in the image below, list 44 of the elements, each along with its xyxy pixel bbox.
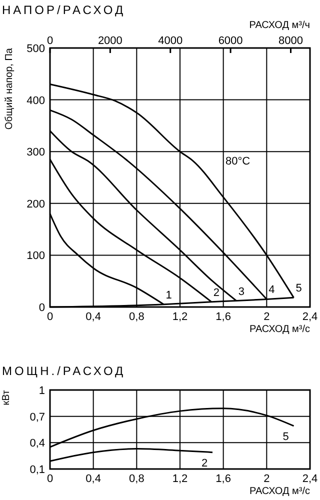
y-tick-label: 0,4 [30,438,45,450]
y-tick-label: 1 [38,385,45,397]
x2-tick-label: 6000 [218,35,243,47]
annotation: 80°C [226,156,250,168]
x2-axis-title: РАСХОД м³/ч [249,20,310,31]
y-tick-label: 0 [38,302,45,314]
x-tick-label: 2 [264,473,270,485]
x-tick-label: 1,6 [216,473,231,485]
x2-tick-label: 2000 [98,35,122,47]
x-tick-label: 0,8 [129,311,144,323]
y-tick-label: 100 [26,250,45,262]
series-label: 2 [213,286,220,299]
x-axis-title: РАСХОД м³/с [249,324,310,335]
series-label: 3 [238,286,244,298]
series-label: 1 [166,289,172,302]
y-tick-label: 0,1 [30,464,45,476]
x2-tick-label: 4000 [158,35,183,47]
y-tick-label: 0,7 [30,411,45,424]
x-tick-label: 0,4 [86,311,101,323]
series-label: 2 [201,457,208,470]
x-tick-label: 1,6 [216,311,231,323]
y-tick-label: 300 [26,146,45,159]
series-label: 5 [282,430,289,443]
y-tick-label: 200 [26,198,45,210]
x-tick-label: 0,4 [86,473,101,485]
series-label: 5 [296,282,302,295]
series-label: 4 [268,284,275,296]
y-tick-label: 500 [26,43,45,55]
y-axis-title: Общий напор, Па [4,48,15,130]
x-tick-label: 0 [46,473,54,485]
x-tick-label: 1,2 [172,311,188,323]
x-tick-label: 2,4 [302,311,318,323]
x-tick-label: 2,4 [302,473,318,485]
x-axis-title: РАСХОД м³/с [249,486,310,497]
chart-title: МОЩН./РАСХОД [2,364,126,378]
y-tick-label: 400 [26,94,45,107]
x-tick-label: 0 [46,311,54,323]
x-tick-label: 1,2 [172,473,188,485]
y-axis-title: кВт [1,390,12,406]
x2-tick-label: 8000 [278,35,303,47]
x2-tick-label: 0 [46,35,54,47]
chart-title: НАПОР/РАСХОД [2,3,126,17]
x-tick-label: 2 [264,311,270,323]
x-tick-label: 0,8 [129,473,144,485]
